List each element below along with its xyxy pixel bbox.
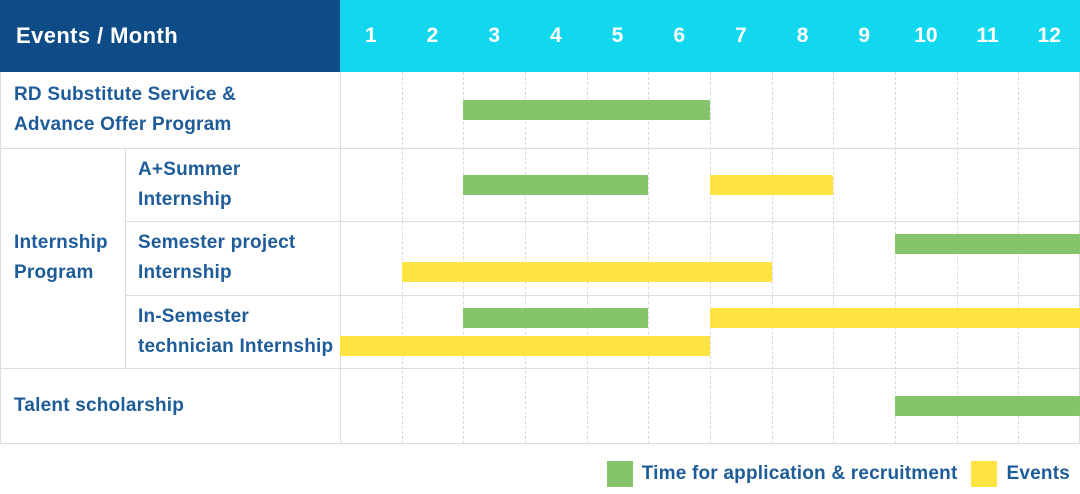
gantt-bar-application [895,234,1080,254]
month-header-row: 1 2 3 4 5 6 7 8 9 10 11 12 [340,0,1080,72]
gantt-bar-application [463,307,649,328]
month-gridline [771,72,773,444]
group-label-line: Program [14,262,94,283]
header-title: Events / Month [0,0,340,72]
month-header-cell: 9 [858,24,871,47]
row-label-line: Talent scholarship [14,395,185,416]
month-header-cell: 8 [796,24,809,47]
month-header-cell: 10 [914,24,938,47]
month-gridline [833,72,835,444]
month-header-cell: 2 [426,24,439,47]
row-label-line: Internship [138,262,232,283]
legend-item-event: Events [971,461,1070,487]
month-header-cell: 5 [611,24,624,47]
month-gridline [525,72,526,444]
row-divider [125,221,1080,222]
group-column-divider [125,148,126,368]
legend-label: Events [1006,463,1070,484]
month-header-cell: 1 [364,24,377,47]
gantt-bar-event [401,262,772,282]
label-column-divider [340,72,341,444]
group-label-line: Internship [14,232,108,253]
row-label-line: Internship [138,188,232,210]
gantt-bar-application [463,174,649,195]
month-gridline [1018,72,1020,444]
row-label-cell-a-summer-internship: A+Summer Internship [125,148,340,221]
month-header-cell: 11 [976,24,999,47]
group-label-cell: Internship Program [0,148,125,368]
table-border-left [0,72,1,444]
row-label-line: A+Summer [138,158,241,180]
month-header-cell: 4 [550,24,562,47]
row-label-line: Advance Offer Program [14,114,232,135]
row-label-line: technician Internship [138,335,334,357]
month-header-cell: 6 [673,24,686,47]
table-header: Events / Month 1 2 3 4 5 6 7 8 9 10 11 12 [0,0,1080,72]
row-label-line: RD Substitute Service & [14,84,237,105]
gantt-bar-event [710,307,1080,328]
row-label-cell-rd-substitute-service: RD Substitute Service & Advance Offer Pro… [0,72,340,148]
legend-swatch-event [971,461,998,487]
row-label-cell-in-semester-technician-internship: In-Semester technician Internship [125,295,340,368]
table-border-bottom [0,443,1080,444]
legend: Time for application & recruitment Events [606,461,1070,487]
legend-swatch-application [606,461,633,487]
gantt-bar-event [340,335,710,356]
row-divider [0,368,1080,369]
month-header-cell: 7 [735,24,747,47]
row-divider [0,148,1080,149]
month-gridline [895,72,896,444]
row-label-line: Semester project [138,232,296,253]
row-divider [125,295,1080,296]
month-gridline [463,72,465,444]
month-gridline [586,72,588,444]
gantt-bar-event [710,174,834,195]
month-gridline [956,72,958,444]
gantt-bar-application [895,396,1080,416]
legend-item-application: Time for application & recruitment [606,461,958,487]
month-gridline [401,72,403,444]
month-header-cell: 3 [488,24,501,47]
month-gridline [710,72,711,444]
month-gridline [648,72,650,444]
gantt-table: Internship Program RD Substitute Service &… [0,72,1080,444]
legend-label: Time for application & recruitment [641,463,958,484]
row-label-line: In-Semester [138,305,249,327]
row-label-cell-talent-scholarship: Talent scholarship [0,368,340,444]
gantt-bar-application [463,100,710,120]
row-label-cell-semester-project-internship: Semester project Internship [125,221,340,295]
month-header-cell: 12 [1037,24,1061,47]
